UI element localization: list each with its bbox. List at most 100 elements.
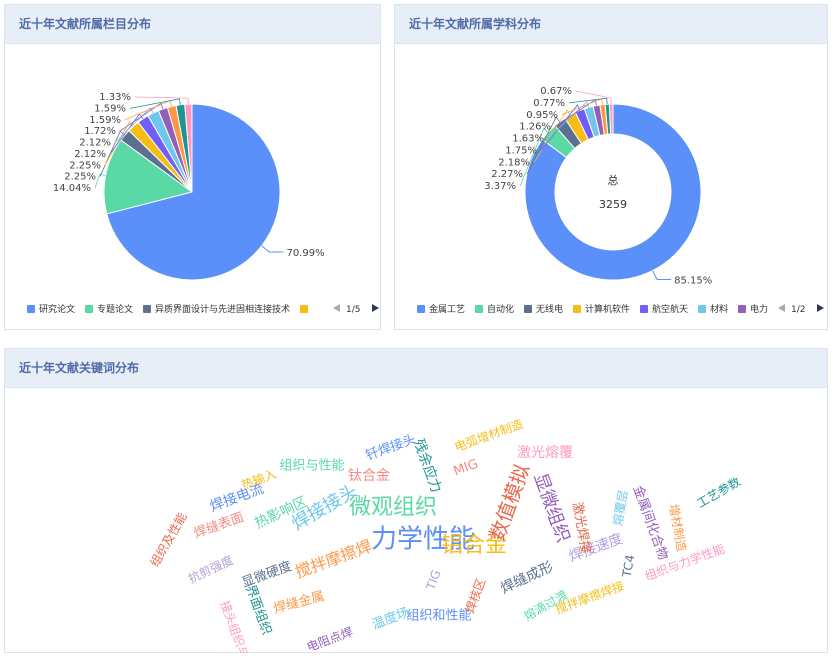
keyword[interactable]: 钎焊接头 (364, 431, 418, 464)
label-leader (519, 127, 549, 187)
legend-item[interactable]: 电力 (750, 303, 768, 315)
legend-swatch[interactable] (143, 305, 151, 313)
keyword[interactable]: 铝合金 (441, 533, 507, 558)
keyword[interactable]: 搅拌摩擦焊 (293, 536, 375, 581)
slice-label: 2.27% (491, 169, 523, 180)
slice-label: 2.12% (79, 138, 111, 149)
slice-label: 2.12% (74, 149, 106, 160)
slice-label: 2.18% (498, 157, 530, 168)
legend-swatch[interactable] (417, 305, 425, 313)
label-leader (568, 97, 608, 105)
keyword[interactable]: 焊缝表面 (192, 509, 246, 542)
legend-item[interactable]: 材料 (710, 303, 728, 315)
keyword[interactable]: 工艺参数 (694, 474, 743, 511)
legend-item[interactable]: 异质界面设计与先进固相连接技术 (155, 303, 290, 315)
keyword[interactable]: 组织与性能 (279, 459, 344, 474)
slice-label: 0.67% (540, 86, 572, 97)
legend-swatch[interactable] (738, 305, 746, 313)
keyword-distribution-panel: 近十年文献关键词分布 力学性能 微观组织 铝合金 数值模拟 焊接接头 显微组织 搅拌摩擦焊残… (4, 348, 828, 657)
legend-overflow-mask (311, 299, 331, 319)
panel-title: 近十年文献所属学科分布 (395, 5, 827, 44)
slice-label: 1.59% (94, 103, 126, 114)
slice-label: 1.26% (519, 122, 551, 133)
keyword[interactable]: 组织和性能 (406, 609, 471, 624)
legend-item[interactable]: 无线电 (536, 303, 563, 315)
legend-swatch[interactable] (698, 305, 706, 313)
legend-swatch[interactable] (85, 305, 93, 313)
keyword[interactable]: 界面组织 (242, 583, 274, 637)
pie-slice[interactable] (106, 103, 281, 281)
keyword[interactable]: 温度场 (370, 604, 412, 632)
slice-label: 3.37% (484, 181, 516, 192)
legend-swatch[interactable] (524, 305, 532, 313)
legend-swatch[interactable] (573, 305, 581, 313)
keyword[interactable]: 焊缝金属 (272, 588, 326, 617)
keyword[interactable]: 力学性能 (371, 525, 475, 555)
slice-label: 2.25% (64, 172, 96, 183)
legend-next-icon[interactable] (817, 304, 824, 312)
keyword[interactable]: TIG (423, 568, 443, 593)
keyword[interactable]: 焊缝成形 (498, 559, 556, 597)
label-leader (134, 96, 189, 105)
panel-title: 近十年文献关键词分布 (5, 349, 827, 388)
legend-page-indicator: 1/5 (346, 305, 360, 315)
keyword[interactable]: 激光焊接 (569, 501, 594, 555)
slice-label: 0.77% (533, 98, 565, 109)
keyword[interactable]: 焊核区 (462, 576, 488, 615)
keyword[interactable]: 钛合金 (348, 468, 390, 484)
panel-title: 近十年文献所属栏目分布 (5, 5, 380, 44)
keyword[interactable]: TC4 (619, 554, 637, 580)
keyword[interactable]: 微观组织 (349, 495, 437, 520)
slice-label: 1.75% (505, 145, 537, 156)
keyword[interactable]: 电弧增材制造 (453, 417, 525, 455)
column-distribution-panel: 近十年文献所属栏目分布 70.99% 14.04% 2.25% 2.25% 2.12% 2… (4, 4, 381, 330)
slice-label: 14.04% (53, 183, 91, 194)
label-leader (526, 116, 561, 175)
label-leader (104, 121, 134, 166)
keyword[interactable]: 数值模拟 (485, 461, 535, 544)
keyword[interactable]: 增材制造 (666, 503, 688, 553)
label-leader (575, 90, 612, 105)
subject-donut-chart: 85.15% 3.37%2.27%2.18%1.75%1.63%1.26%0.95… (417, 86, 824, 315)
keyword[interactable]: 显微硬度 (240, 558, 294, 591)
label-leader (94, 173, 106, 189)
keyword[interactable]: 抗剪强度 (186, 552, 236, 586)
keyword[interactable]: 金属间化合物 (630, 483, 672, 562)
pie-slice[interactable] (541, 125, 576, 159)
legend-swatch[interactable] (640, 305, 648, 313)
legend-item[interactable]: 航空航天 (652, 303, 688, 315)
keyword[interactable]: 熔覆层 (610, 489, 631, 527)
legend-item[interactable]: 自动化 (487, 303, 514, 315)
label-leader (129, 98, 181, 109)
keyword[interactable]: 组织及性能 (148, 510, 190, 569)
legend-prev-icon[interactable] (333, 304, 340, 312)
label-leader (261, 245, 284, 253)
label-leader (652, 270, 672, 281)
legend-swatch[interactable] (300, 305, 308, 313)
pie-slice[interactable] (524, 103, 702, 281)
label-leader (114, 107, 154, 143)
legend-item[interactable]: 计算机软件 (585, 303, 630, 315)
legend-item[interactable]: 专题论文 (97, 303, 133, 315)
legend-prev-icon[interactable] (778, 304, 785, 312)
slice-label: 1.33% (99, 92, 131, 103)
slice-label: 70.99% (286, 248, 324, 259)
column-pie-chart: 70.99%14.04%2.25%2.25%2.12%2.12%1.72%1.5… (27, 92, 379, 319)
legend-item[interactable]: 研究论文 (39, 303, 75, 315)
slice-label: 85.15% (674, 276, 712, 287)
slice-label: 2.25% (69, 160, 101, 171)
label-leader (119, 102, 164, 132)
keyword[interactable]: MIG (452, 457, 481, 480)
slice-label: 1.63% (512, 134, 544, 145)
legend-next-icon[interactable] (372, 304, 379, 312)
legend-swatch[interactable] (475, 305, 483, 313)
slice-label: 0.95% (526, 110, 558, 121)
slice-label: 1.72% (84, 126, 116, 137)
keyword[interactable]: 显微组织 (529, 470, 573, 545)
keyword[interactable]: 激光熔覆 (517, 444, 573, 461)
label-leader (547, 100, 590, 139)
slice-label: 1.59% (89, 115, 121, 126)
legend-item[interactable]: 金属工艺 (429, 303, 465, 315)
legend-swatch[interactable] (27, 305, 35, 313)
subject-distribution-panel: 近十年文献所属学科分布 85.15% 3.37% 2.27% 2.18% 1.75% 1.… (394, 4, 828, 330)
